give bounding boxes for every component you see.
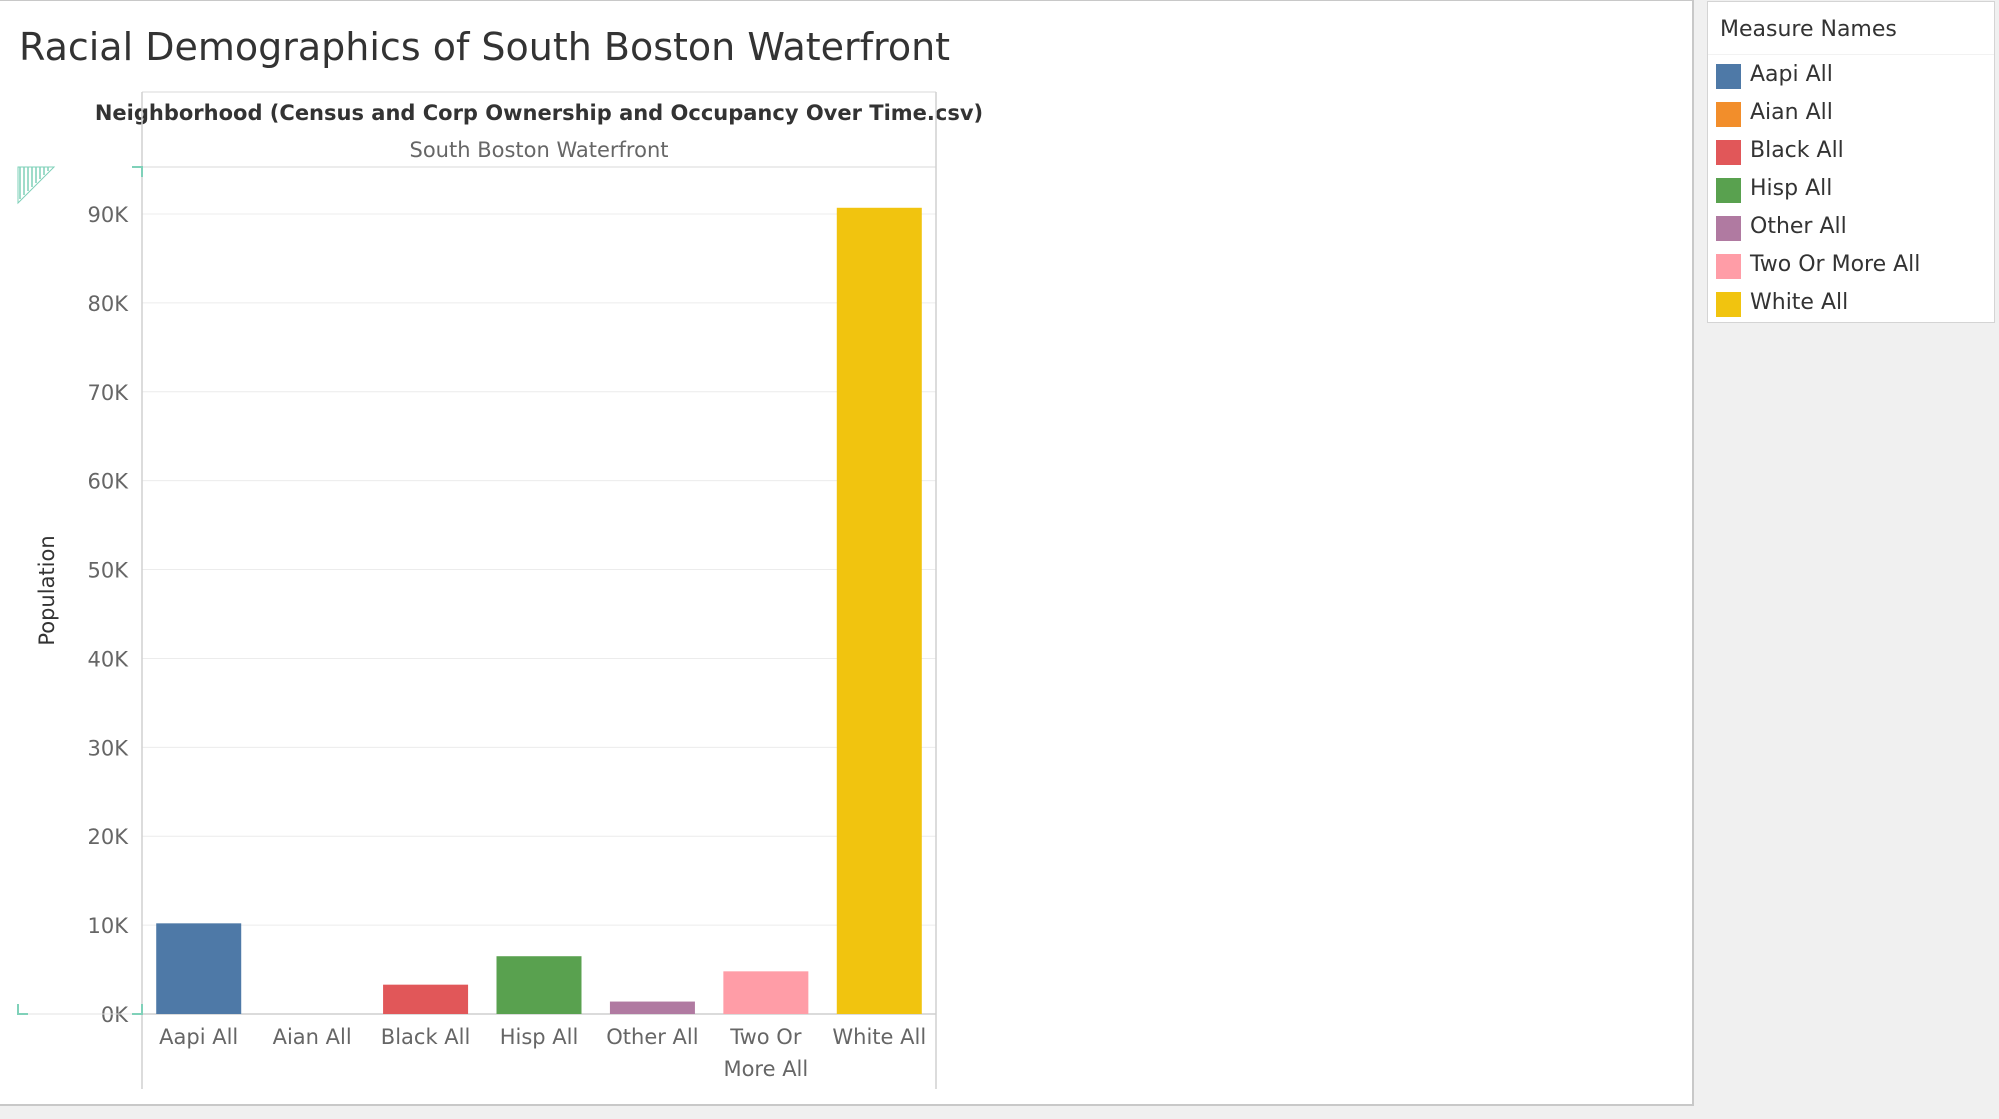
bar-chart: Neighborhood (Census and Corp Ownership … <box>17 91 983 1089</box>
y-tick-label: 90K <box>88 203 130 227</box>
legend-item-3[interactable]: Hisp All <box>1708 169 1994 207</box>
legend-title: Measure Names <box>1708 2 1994 55</box>
x-tick-label: Aapi All <box>159 1025 238 1049</box>
x-tick-label: Black All <box>381 1025 471 1049</box>
chart-title: Racial Demographics of South Boston Wate… <box>19 25 951 69</box>
y-tick-label: 70K <box>88 381 130 405</box>
legend-items: Aapi All Aian All Black All Hisp All Other A… <box>1708 55 1994 321</box>
legend-label: Aapi All <box>1750 62 1833 87</box>
legend-swatch <box>1716 178 1741 203</box>
y-tick-label: 10K <box>88 914 130 938</box>
x-tick-label: Aian All <box>273 1025 352 1049</box>
legend: Measure Names Aapi All Aian All Black All H… <box>1707 1 1995 323</box>
bar-white-all[interactable] <box>836 207 922 1014</box>
y-tick-label: 40K <box>88 647 130 671</box>
y-tick-label: 30K <box>88 736 130 760</box>
x-tick-label: Hisp All <box>500 1025 579 1049</box>
legend-label: Two Or More All <box>1750 252 1921 277</box>
x-tick-label: Other All <box>606 1025 698 1049</box>
bar-hisp-all[interactable] <box>496 956 582 1014</box>
legend-label: Hisp All <box>1750 176 1833 201</box>
legend-swatch <box>1716 64 1741 89</box>
legend-label: Other All <box>1750 214 1847 239</box>
y-tick-label: 60K <box>88 470 130 494</box>
corner-mark-tr <box>132 166 143 177</box>
column-header: Neighborhood (Census and Corp Ownership … <box>95 101 983 125</box>
legend-swatch <box>1716 254 1741 279</box>
legend-item-1[interactable]: Aian All <box>1708 93 1994 131</box>
bar-aapi-all[interactable] <box>156 923 242 1014</box>
x-tick-label: White All <box>832 1025 926 1049</box>
column-value: South Boston Waterfront <box>409 138 668 162</box>
y-tick-label: 50K <box>88 559 130 583</box>
bar-two-or-more-all[interactable] <box>723 971 809 1014</box>
legend-label: Aian All <box>1750 100 1833 125</box>
x-tick-label: More All <box>723 1057 808 1081</box>
legend-item-6[interactable]: White All <box>1708 283 1994 321</box>
bar-black-all[interactable] <box>383 984 469 1014</box>
bar-other-all[interactable] <box>609 1001 695 1014</box>
legend-swatch <box>1716 216 1741 241</box>
legend-swatch <box>1716 102 1741 127</box>
legend-swatch <box>1716 140 1741 165</box>
y-tick-label: 80K <box>88 292 130 316</box>
legend-item-2[interactable]: Black All <box>1708 131 1994 169</box>
legend-label: Black All <box>1750 138 1844 163</box>
legend-swatch <box>1716 292 1741 317</box>
x-tick-label: Two Or <box>729 1025 802 1049</box>
legend-label: White All <box>1750 290 1849 315</box>
legend-item-5[interactable]: Two Or More All <box>1708 245 1994 283</box>
y-tick-label: 0K <box>101 1003 129 1027</box>
y-tick-label: 20K <box>88 825 130 849</box>
corner-mark-bl <box>17 1004 28 1015</box>
corner-mark-br <box>132 1004 143 1015</box>
legend-item-0[interactable]: Aapi All <box>1708 55 1994 93</box>
legend-item-4[interactable]: Other All <box>1708 207 1994 245</box>
chart-canvas: Racial Demographics of South Boston Wate… <box>0 0 1694 1106</box>
y-axis-label: Population <box>35 535 59 645</box>
